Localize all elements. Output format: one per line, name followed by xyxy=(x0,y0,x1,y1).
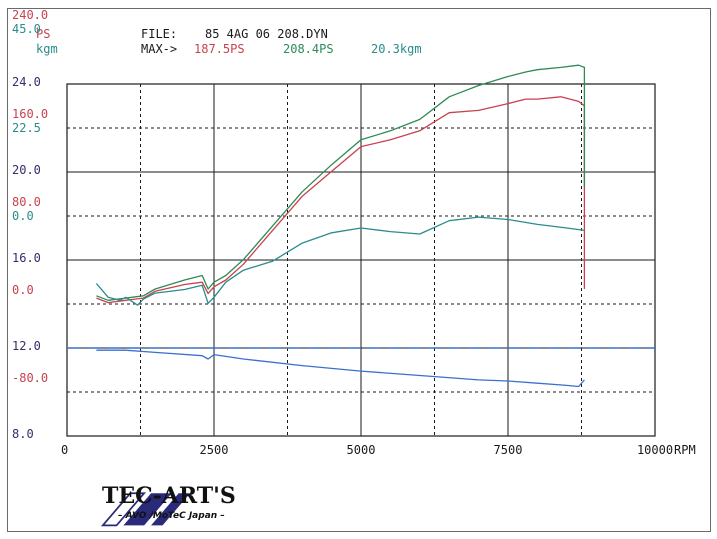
navy-tick-label: 8.0 xyxy=(12,427,34,441)
logo-subtitle: – AVO /MoTeC Japan – xyxy=(118,511,225,521)
tec-arts-logo-mark xyxy=(100,492,191,527)
max-ps-red-value: 187.5PS xyxy=(194,42,245,56)
ps-tick-label: -80.0 xyxy=(12,371,48,385)
x-tick-label: 5000 xyxy=(347,443,376,457)
series-line-187-5ps xyxy=(96,96,586,304)
navy-tick-label: 24.0 xyxy=(12,75,41,89)
series-line-blue xyxy=(96,349,585,388)
ps-unit-label: PS xyxy=(36,27,51,41)
kgm-tick-label: 0.0 xyxy=(12,209,34,223)
series-line-20-3kgm xyxy=(95,216,585,306)
ps-tick-label: 240.0 xyxy=(12,8,48,22)
navy-tick-label: 12.0 xyxy=(12,339,41,353)
x-axis-label: RPM xyxy=(674,443,696,457)
kgm-unit-label: kgm xyxy=(36,42,58,56)
max-kgm-value: 20.3kgm xyxy=(371,42,422,56)
sheet-border xyxy=(7,8,711,532)
file-label: FILE: xyxy=(141,27,178,41)
x-tick-label: 10000 xyxy=(637,443,673,457)
x-tick-label: 0 xyxy=(61,443,68,457)
x-tick-label: 7500 xyxy=(494,443,523,457)
x-tick-label: 2500 xyxy=(200,443,229,457)
ps-tick-label: 80.0 xyxy=(12,195,41,209)
file-name: 85 4AG 06 208.DYN xyxy=(205,27,328,41)
ps-tick-label: 0.0 xyxy=(12,283,34,297)
logo-name: TEC-ART'S xyxy=(102,483,236,509)
kgm-tick-label: 22.5 xyxy=(12,121,41,135)
ps-tick-label: 160.0 xyxy=(12,107,48,121)
kgm-tick-label: 45.0 xyxy=(12,22,41,36)
max-ps-green-value: 208.4PS xyxy=(283,42,334,56)
series-line-208-4ps xyxy=(96,64,586,301)
max-label: MAX-> xyxy=(141,42,178,56)
navy-tick-label: 20.0 xyxy=(12,163,41,177)
navy-tick-label: 16.0 xyxy=(12,251,41,265)
